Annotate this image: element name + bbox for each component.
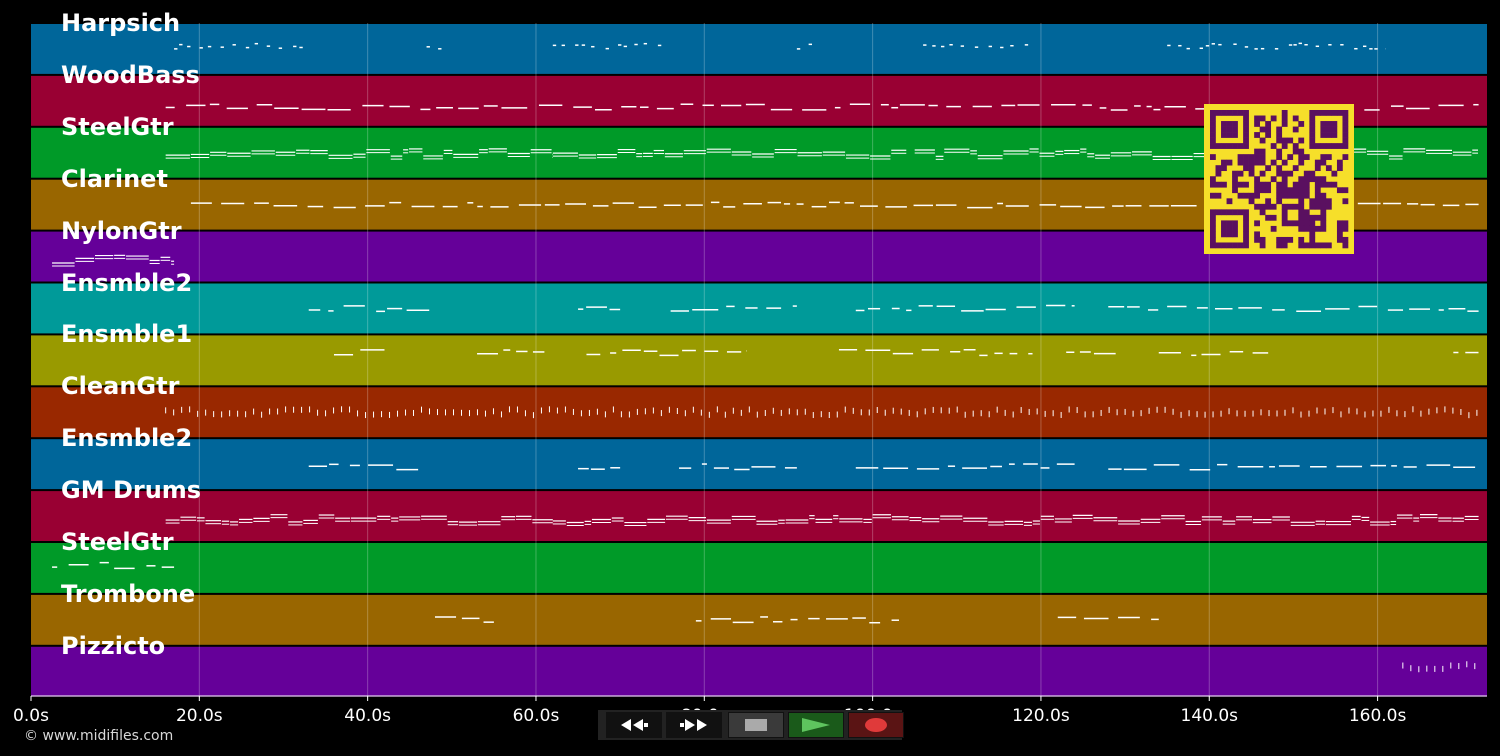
- copyright-text: © www.midifiles.com: [24, 728, 174, 744]
- qr-code-icon: [1204, 104, 1354, 254]
- track-lane[interactable]: [31, 543, 1487, 593]
- tick-label: 20.0s: [175, 706, 223, 726]
- stop-icon: [745, 719, 767, 731]
- track-label: Trombone: [61, 579, 196, 608]
- track-lane[interactable]: [31, 335, 1487, 386]
- track-label: Harpsich: [61, 9, 181, 37]
- transport-bar: [598, 710, 904, 740]
- track-lane[interactable]: [31, 283, 1487, 334]
- track-lane[interactable]: [31, 646, 1487, 697]
- track-lane[interactable]: [31, 24, 1487, 74]
- tick-label: 0.0s: [13, 706, 49, 726]
- track-label: CleanGtr: [61, 372, 180, 401]
- stop-button[interactable]: [728, 712, 784, 738]
- fast-forward-icon: [680, 719, 707, 731]
- rewind-icon: [621, 719, 648, 731]
- tick-label: 140.0s: [1180, 706, 1239, 726]
- track-lane[interactable]: [31, 594, 1487, 645]
- tick-label: 160.0s: [1348, 706, 1407, 726]
- record-icon: [865, 718, 887, 732]
- tick-label: 120.0s: [1012, 706, 1070, 726]
- tick-label: 60.0s: [512, 706, 560, 726]
- track-lane[interactable]: [31, 387, 1487, 438]
- play-icon: [802, 718, 830, 732]
- rewind-button[interactable]: [606, 712, 662, 738]
- track-label: SteelGtr: [61, 528, 174, 556]
- fast-forward-button[interactable]: [666, 712, 722, 738]
- track-label: WoodBass: [61, 60, 200, 89]
- track-label: SteelGtr: [61, 112, 174, 141]
- track-label: Ensmble2: [61, 424, 193, 453]
- tick-label: 40.0s: [344, 706, 391, 726]
- record-button[interactable]: [848, 712, 904, 738]
- track-label: Pizzicto: [61, 631, 166, 660]
- play-button[interactable]: [788, 712, 844, 738]
- track-lane[interactable]: [31, 439, 1487, 490]
- track-lane[interactable]: [31, 491, 1487, 541]
- track-label: GM Drums: [61, 476, 202, 505]
- track-label: Ensmble2: [61, 268, 193, 297]
- track-label: Ensmble1: [61, 320, 193, 349]
- track-label: NylonGtr: [61, 216, 182, 245]
- track-label: Clarinet: [61, 164, 168, 193]
